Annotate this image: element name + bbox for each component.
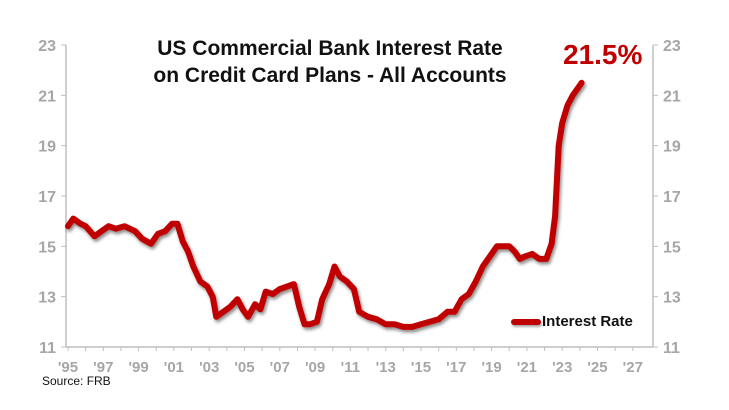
x-tick-label: '11	[341, 359, 360, 376]
y-tick-label-left: 17	[38, 189, 56, 206]
y-tick-label-right: 15	[663, 239, 681, 256]
source-note: Source: FRB	[42, 374, 111, 388]
y-tick-label-right: 17	[663, 189, 681, 206]
x-tick-label: '13	[376, 359, 396, 376]
y-tick-label-right: 19	[663, 139, 681, 156]
x-tick-label: '03	[199, 359, 219, 376]
x-tick-label: '99	[128, 359, 148, 376]
x-tick-label: '17	[446, 359, 466, 376]
y-tick-label-right: 13	[663, 290, 681, 307]
y-tick-label-left: 13	[38, 290, 56, 307]
x-tick-label: '23	[552, 359, 572, 376]
legend-line-swatch-icon	[511, 318, 541, 325]
x-axis: '95 '97 '99 '01 '03 '05 '07 '09 '11 '13 '15 '17 '19 '…	[58, 347, 643, 376]
x-tick-label: '95	[58, 359, 78, 376]
y-tick-label-right: 11	[663, 340, 680, 357]
x-tick-label: '05	[234, 359, 254, 376]
x-tick-label: '09	[305, 359, 325, 376]
x-tick-label: '27	[623, 359, 643, 376]
y-tick-label-left: 11	[39, 340, 56, 357]
x-tick-label: '97	[93, 359, 113, 376]
interest-rate-line	[65, 79, 585, 330]
x-tick-label: '01	[164, 359, 184, 376]
chart-legend: Interest Rate	[511, 313, 633, 330]
y-tick-label-left: 15	[38, 239, 56, 256]
x-tick-label: '21	[517, 359, 537, 376]
y-tick-label-right: 21	[663, 88, 681, 105]
chart-title-line-1: US Commercial Bank Interest Rate	[157, 37, 503, 60]
x-tick-label: '07	[270, 359, 290, 376]
x-tick-label: '19	[481, 359, 501, 376]
y-tick-label-left: 23	[38, 38, 56, 55]
y-tick-label-left: 21	[38, 88, 56, 105]
x-tick-label: '15	[411, 359, 431, 376]
x-tick-label: '25	[587, 359, 607, 376]
chart-title: US Commercial Bank Interest Rate on Cred…	[130, 35, 530, 89]
y-tick-label-left: 19	[38, 139, 56, 156]
chart-title-line-2: on Credit Card Plans - All Accounts	[153, 64, 507, 87]
left-y-axis: 11 13 15 17 19 21 23	[38, 38, 66, 357]
y-tick-label-right: 23	[663, 38, 681, 55]
right-y-axis: 11 13 15 17 19 21 23	[653, 38, 681, 357]
legend-label: Interest Rate	[542, 313, 633, 330]
latest-value-annotation: 21.5%	[563, 39, 643, 70]
